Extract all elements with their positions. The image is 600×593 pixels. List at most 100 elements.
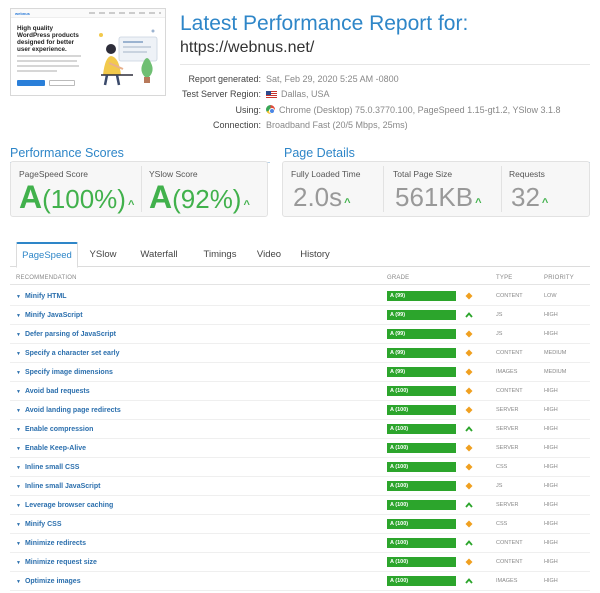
page-size: 561KB ^ [395,182,482,213]
expand-caret-icon[interactable]: ▼ [16,503,21,509]
page-size-value: 561KB [395,182,474,212]
recommendation-name[interactable]: ▼ Optimize images [16,578,81,585]
recommendation-name[interactable]: ▼ Inline small CSS [16,464,79,471]
diamond-icon [465,349,473,357]
info-value: Chrome (Desktop) 75.0.3770.100, PageSpee… [279,104,561,115]
tab-timings[interactable]: Timings [203,249,237,260]
thumbnail-text-line [17,65,79,67]
recommendation-name[interactable]: ▼ Minify CSS [16,521,62,528]
thumbnail-illustration [99,29,158,86]
recommendation-name[interactable]: ▼ Minimize redirects [16,540,86,547]
info-label: Connection: [212,120,261,131]
up-arrow-icon [465,426,473,432]
recommendation-name[interactable]: ▼ Specify a character set early [16,350,120,357]
expand-caret-icon[interactable]: ▼ [16,294,21,300]
priority-value: HIGH [544,426,558,432]
priority-value: MEDIUM [544,350,567,356]
performance-scores-title: Performance Scores [10,146,124,160]
recommendation-name[interactable]: ▼ Defer parsing of JavaScript [16,331,116,338]
grade-bar: A (100) [387,557,456,567]
diamond-icon [465,292,473,300]
recommendation-label: Minify JavaScript [24,312,83,319]
table-row[interactable]: ▼ Specify a character set early A (99) CONT… [10,344,590,363]
expand-caret-icon[interactable]: ▼ [16,313,21,319]
expand-caret-icon[interactable]: ▼ [16,370,21,376]
thumbnail-nav-links [89,12,161,14]
report-url[interactable]: https://webnus.net/ [180,39,315,56]
type-value: SERVER [496,407,519,413]
box-separator [141,166,142,212]
yslow-percent: (92%) [172,184,242,214]
recommendation-name[interactable]: ▼ Enable compression [16,426,93,433]
tab-history[interactable]: History [300,249,330,260]
diamond-icon [465,558,473,566]
recommendation-label: Minify CSS [24,521,62,528]
table-row[interactable]: ▼ Enable compression A (100) SERVER HIGH [10,420,590,439]
page-title: Latest Performance Report for: [180,12,469,35]
recommendation-label: Enable Keep-Alive [24,445,87,452]
expand-caret-icon[interactable]: ▼ [16,332,21,338]
grade-bar: A (100) [387,424,456,434]
up-arrow-icon: ^ [344,197,351,209]
expand-caret-icon[interactable]: ▼ [16,541,21,547]
thumbnail-text-line [17,60,77,62]
recommendation-name[interactable]: ▼ Minify HTML [16,293,67,300]
table-row[interactable]: ▼ Avoid landing page redirects A (100) SERV… [10,401,590,420]
up-arrow-icon: ^ [475,197,482,209]
diamond-icon [465,482,473,490]
table-row[interactable]: ▼ Enable Keep-Alive A (100) SERVER HIGH [10,439,590,458]
recommendation-name[interactable]: ▼ Avoid bad requests [16,388,90,395]
recommendation-name[interactable]: ▼ Specify image dimensions [16,369,113,376]
type-value: JS [496,331,503,337]
recommendation-name[interactable]: ▼ Avoid landing page redirects [16,407,121,414]
table-row[interactable]: ▼ Optimize images A (100) IMAGES HIGH [10,572,590,591]
expand-caret-icon[interactable]: ▼ [16,351,21,357]
table-row[interactable]: ▼ Minimize request size A (100) CONTENT HIGH [10,553,590,572]
expand-caret-icon[interactable]: ▼ [16,427,21,433]
recommendation-name[interactable]: ▼ Minimize request size [16,559,97,566]
recommendation-name[interactable]: ▼ Minify JavaScript [16,312,83,319]
grade-bar: A (99) [387,329,456,339]
tab-waterfall[interactable]: Waterfall [140,249,178,260]
fully-loaded-time: 2.0s ^ [293,182,351,213]
table-row[interactable]: ▼ Specify image dimensions A (99) IMAGES MED… [10,363,590,382]
table-row[interactable]: ▼ Inline small JavaScript A (100) JS HIGH [10,477,590,496]
table-row[interactable]: ▼ Avoid bad requests A (100) CONTENT HIGH [10,382,590,401]
recommendation-name[interactable]: ▼ Inline small JavaScript [16,483,100,490]
expand-caret-icon[interactable]: ▼ [16,446,21,452]
info-row-generated: Report generated: Sat, Feb 29, 2020 5:25… [180,71,590,87]
tab-video[interactable]: Video [256,249,282,260]
requests: 32 ^ [511,182,548,213]
tab-yslow[interactable]: YSlow [89,249,117,260]
info-row-using: Using: Chrome (Desktop) 75.0.3770.100, P… [180,102,590,118]
thumbnail-secondary-button [49,80,75,86]
up-arrow-icon: ^ [541,197,549,209]
table-row[interactable]: ▼ Minify HTML A (99) CONTENT LOW [10,287,590,306]
info-row-region: Test Server Region: Dallas, USA [180,87,590,103]
expand-caret-icon[interactable]: ▼ [16,484,21,490]
priority-value: HIGH [544,578,558,584]
table-row[interactable]: ▼ Minimize redirects A (100) CONTENT HIGH [10,534,590,553]
thumbnail-primary-button [17,80,45,86]
expand-caret-icon[interactable]: ▼ [16,389,21,395]
expand-caret-icon[interactable]: ▼ [16,579,21,585]
priority-value: HIGH [544,483,558,489]
tab-pagespeed[interactable]: PageSpeed [16,242,78,268]
type-value: SERVER [496,502,519,508]
expand-caret-icon[interactable]: ▼ [16,522,21,528]
table-row[interactable]: ▼ Inline small CSS A (100) CSS HIGH [10,458,590,477]
recommendation-label: Avoid landing page redirects [24,407,121,414]
recommendation-name[interactable]: ▼ Enable Keep-Alive [16,445,86,452]
table-row[interactable]: ▼ Leverage browser caching A (100) SERVER HI… [10,496,590,515]
recommendation-name[interactable]: ▼ Leverage browser caching [16,502,113,509]
type-value: CONTENT [496,350,523,356]
recommendation-label: Avoid bad requests [24,388,90,395]
table-row[interactable]: ▼ Minify CSS A (100) CSS HIGH [10,515,590,534]
pagespeed-percent: (100%) [42,184,126,214]
expand-caret-icon[interactable]: ▼ [16,465,21,471]
expand-caret-icon[interactable]: ▼ [16,560,21,566]
expand-caret-icon[interactable]: ▼ [16,408,21,414]
table-row[interactable]: ▼ Defer parsing of JavaScript A (99) JS HIGH [10,325,590,344]
recommendations-table: ▼ Minify HTML A (99) CONTENT LOW ▼ Minify Java… [10,287,590,591]
table-row[interactable]: ▼ Minify JavaScript A (99) JS HIGH [10,306,590,325]
